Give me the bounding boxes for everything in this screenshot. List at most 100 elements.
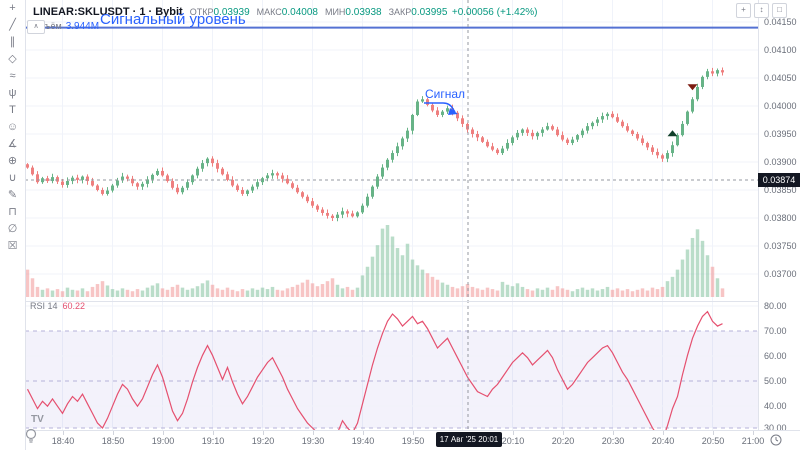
volume-bar (415, 265, 420, 297)
draw-icon[interactable]: ✎ (7, 189, 18, 201)
candle-body (666, 153, 669, 159)
candle-body (546, 126, 549, 130)
candle-body (556, 129, 559, 136)
volume-bar (455, 288, 460, 297)
candle-body (186, 182, 189, 188)
signal-arrow-head[interactable] (448, 108, 458, 115)
candle-body (541, 129, 544, 133)
volume-bar (180, 287, 185, 297)
lightbulb-icon[interactable] (24, 428, 38, 444)
volume-bar (90, 286, 95, 297)
volume-bar (75, 290, 80, 297)
legend-collapse-button[interactable]: ∧ (27, 20, 45, 34)
candle-body (566, 139, 569, 143)
candle-body (206, 158, 209, 164)
time-axis-tick (113, 431, 114, 435)
candle-body (231, 179, 234, 186)
signal-annotation[interactable]: Сигнал (425, 87, 466, 101)
candle-body (606, 113, 609, 117)
zoom-in-icon[interactable]: ⊕ (7, 155, 18, 167)
chart-canvas[interactable] (25, 0, 758, 430)
candle-body (341, 211, 344, 215)
volume-bar (610, 289, 615, 297)
time-axis-tick (213, 431, 214, 435)
candle-body (326, 212, 329, 216)
remove-drawings-icon[interactable]: ☒ (7, 240, 18, 252)
volume-bar (200, 283, 205, 297)
add-pane-button[interactable]: + (736, 3, 751, 18)
volume-bar (705, 255, 710, 297)
volume-bar (70, 289, 75, 297)
candle-body (561, 135, 564, 140)
candle-body (391, 153, 394, 160)
time-axis-tick (663, 431, 664, 435)
tradingview-logo[interactable]: TV (31, 414, 44, 425)
hide-drawings-icon[interactable]: ∅ (7, 223, 18, 235)
volume-bar (405, 243, 410, 297)
pitchfork-icon[interactable]: ψ (8, 87, 17, 99)
candle-body (681, 123, 684, 136)
candle-body (496, 149, 499, 154)
buy-marker[interactable] (667, 130, 678, 137)
volume-bar (655, 289, 660, 297)
measure-icon[interactable]: ∡ (7, 138, 18, 150)
xabcd-pattern-icon[interactable]: ◇ (8, 53, 17, 65)
volume-bar (695, 229, 700, 297)
candle-body (401, 138, 404, 147)
volume-bar (295, 284, 300, 297)
magnet-icon[interactable]: ∪ (8, 172, 17, 184)
candle-body (126, 176, 129, 179)
candle-body (531, 132, 534, 137)
volume-bar (105, 285, 110, 297)
price-axis-label: 0.04150 (764, 17, 797, 27)
volume-bar (675, 269, 680, 297)
candle-body (596, 119, 599, 123)
timezone-clock-icon[interactable] (770, 434, 782, 446)
volume-bar (220, 289, 225, 297)
maximize-pane-button[interactable]: □ (772, 3, 787, 18)
candle-body (51, 177, 54, 182)
volume-bar (155, 283, 160, 297)
elliott-wave-icon[interactable]: ≈ (9, 70, 16, 82)
signal-level-annotation[interactable]: Сигнальный уровень (100, 11, 246, 28)
signal-arrow[interactable] (424, 102, 456, 113)
candle-body (716, 70, 719, 74)
time-axis-label: 18:50 (101, 436, 125, 446)
volume-bar (150, 285, 155, 297)
volume-bar (290, 286, 295, 297)
volume-bar (130, 291, 135, 297)
candle-body (286, 178, 289, 184)
candle-body (421, 99, 424, 102)
emoji-icon[interactable]: ☺ (6, 121, 19, 133)
candle-body (241, 190, 244, 194)
lock-icon[interactable]: ⊓ (8, 206, 17, 218)
sell-marker[interactable] (687, 84, 698, 91)
volume-bar (520, 286, 525, 297)
candle-body (511, 137, 514, 143)
price-axis[interactable]: 0.04150 0.04100 0.04050 0.04000 0.03950 0.039… (758, 0, 800, 433)
time-axis-tick (513, 431, 514, 435)
time-axis[interactable]: 18:40 18:50 19:00 19:10 19:20 19:30 19:40 19:50… (25, 430, 800, 450)
candle-body (646, 142, 649, 148)
collapse-pane-button[interactable]: ↕ (754, 3, 769, 18)
price-axis-label: 0.03800 (764, 213, 797, 223)
crosshair-icon[interactable]: + (9, 2, 16, 14)
volume-bar (100, 281, 105, 297)
candle-body (486, 141, 489, 147)
volume-bar (310, 283, 315, 297)
pane-buttons: + ↕ □ (736, 3, 787, 18)
price-axis-label: 70.00 (764, 326, 787, 336)
parallel-channel-icon[interactable]: ∥ (9, 36, 16, 48)
candle-body (191, 175, 194, 183)
candle-body (426, 99, 429, 105)
candle-body (481, 137, 484, 142)
volume-bar (385, 225, 390, 297)
candle-body (316, 205, 319, 210)
volume-bar (650, 287, 655, 297)
candle-body (386, 159, 389, 168)
price-axis-label: 60.00 (764, 351, 787, 361)
text-tool-icon[interactable]: T (9, 104, 16, 116)
candle-body (506, 142, 509, 149)
pane-separator[interactable] (25, 301, 800, 302)
trend-line-icon[interactable]: ╱ (9, 19, 16, 31)
